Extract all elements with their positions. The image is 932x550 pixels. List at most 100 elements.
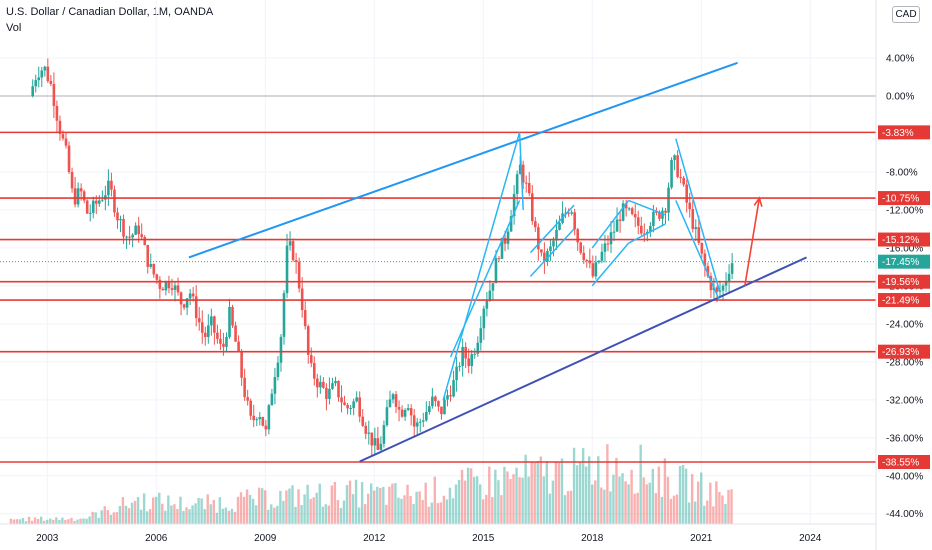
volume-bar [515,467,518,524]
volume-bar [36,519,40,524]
candle-body [624,203,628,209]
trendline-wedge-bottom [449,200,521,358]
candle-body [73,188,77,205]
candle-body [730,263,734,274]
volume-bar [127,508,131,524]
volume-bar [376,486,379,524]
volume-bar [139,509,143,524]
candle-body [425,412,428,421]
candle-body [282,293,286,337]
volume-bar [209,504,212,524]
trendline-pattern-right [518,132,524,210]
candle-body [621,203,625,221]
volume-bar [345,485,349,524]
price-tick-label: -28.00% [886,357,923,368]
candle-body [718,290,722,292]
candle-body [355,397,358,402]
volume-bar [618,476,621,524]
candle-body [521,164,525,183]
volume-bar [94,512,97,524]
projection-arrow-head [753,196,763,207]
candle-body [476,342,480,354]
volume-bar [542,476,545,524]
time-tick-label: 2003 [36,533,59,544]
volume-bar [700,472,703,524]
volume-bar [563,495,567,524]
candle-body [255,419,259,421]
volume-bar [61,517,64,524]
time-tick-label: 2015 [472,533,495,544]
volume-bar [170,505,173,524]
volume-bar [454,484,458,524]
volume-bar [70,517,73,524]
volume-bar [518,477,521,524]
volume-bar [715,481,718,524]
candle-body [240,351,243,378]
volume-bar [55,517,58,524]
candle-body [370,432,374,446]
volume-bar [254,505,258,524]
volume-bar [148,509,152,524]
volume-bar [706,500,709,524]
candle-body [364,425,368,434]
candle-body [61,133,65,139]
candle-body [415,422,419,427]
candle-body [540,249,543,253]
candle-body [376,438,380,450]
volume-bar [597,456,600,524]
candle-body [582,252,586,260]
volume-bar [279,490,282,524]
volume-bar [97,517,100,524]
volume-bar [206,494,209,524]
volume-bar [264,490,267,524]
volume-bar [603,489,606,524]
candle-body [152,263,156,275]
candle-body [34,80,38,87]
candle-body [694,227,698,230]
candle-body [40,70,44,78]
time-axis[interactable]: 2003 2006 2009 2012 2015 2018 2021 2024 [0,523,876,544]
candle-body [649,225,652,232]
horizontal-levels[interactable] [0,131,876,463]
volume-bar [363,504,367,524]
candle-body [385,407,389,426]
volume-bar [224,507,228,524]
level-tag-label: -21.49% [882,296,919,307]
candle-body [379,443,383,450]
currency-badge[interactable]: CAD [892,6,920,23]
volume-bar [633,493,636,524]
candle-body [219,338,222,344]
candle-body [552,240,555,247]
volume-bar [421,499,424,524]
volume-bar [270,504,273,524]
price-axis[interactable]: 4.00%0.00%-8.00%-12.00%-16.00%-20.00%-24… [875,0,923,550]
volume-bar [409,495,412,524]
candle-body [270,393,274,406]
volume-bar [357,507,361,524]
volume-bar [406,484,409,524]
trendlines[interactable] [188,61,808,463]
level-tag-label: -38.55% [882,458,919,469]
volume-bar [690,474,694,524]
level-tag [878,125,930,140]
volume-indicator-label[interactable]: Vol [6,22,22,34]
volume-bar [460,469,464,524]
candle-body [213,316,216,333]
price-tick-label: -24.00% [886,319,923,330]
level-tag-label: -3.83% [882,128,914,139]
candle-body [246,397,249,401]
time-tick-label: 2009 [254,533,277,544]
volume-bar [285,490,288,524]
volume-bar [485,494,488,524]
candle-body [727,273,731,281]
candle-body [627,208,631,210]
candle-body [497,258,501,260]
trendline-wedge-down-top [675,138,721,291]
candle-body [146,244,150,267]
volume-bar [142,493,146,524]
volume-bar [9,518,13,524]
trendline-channel-upper [188,61,738,259]
candle-body [579,242,583,253]
volume-bar [379,487,382,524]
